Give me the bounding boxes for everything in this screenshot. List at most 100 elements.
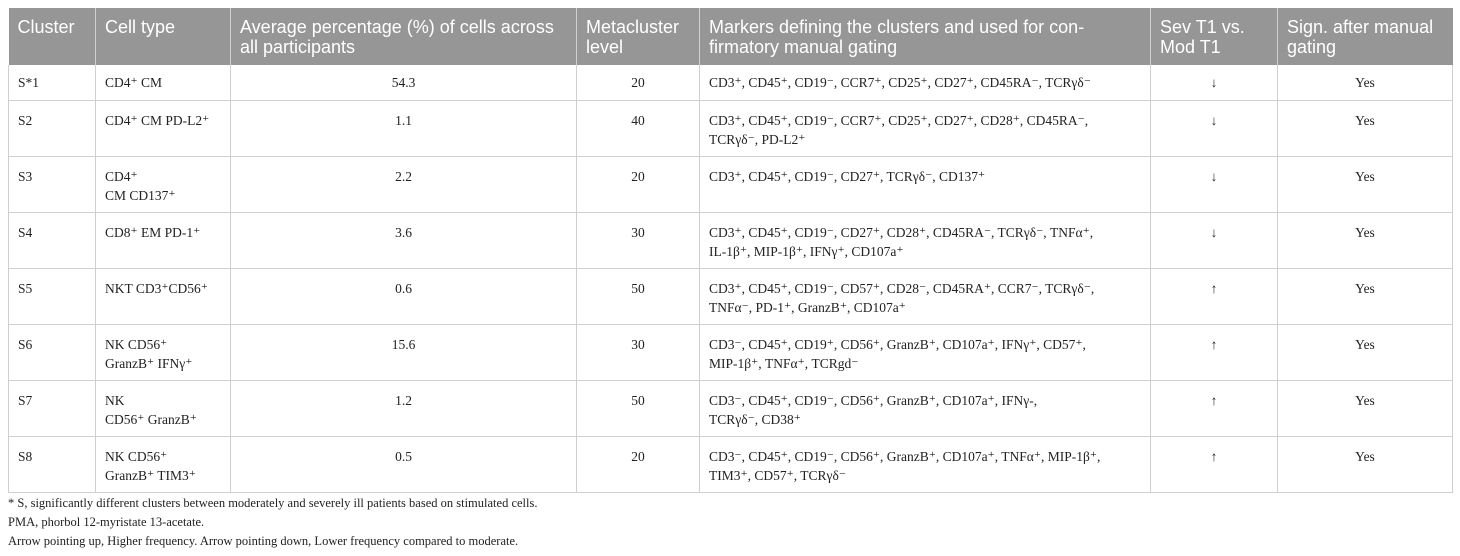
cluster-cell: S3 bbox=[8, 156, 96, 213]
metacluster-level-cell: 20 bbox=[576, 156, 700, 213]
markers-cell-line: CD3⁺, CD45⁺, CD19⁻, CD27⁺, CD28⁺, CD45RA… bbox=[709, 224, 1094, 240]
footnote-significance: * S, significantly different clusters be… bbox=[8, 496, 538, 510]
table-row: S6 NK CD56⁺ GranzB⁺ IFNγ⁺ 15.6 30 CD3⁻, CD45⁺… bbox=[8, 324, 1453, 381]
direction-arrow-cell: ↓ bbox=[1150, 65, 1278, 101]
header-average-percentage: Average percentage (%) of cells across a… bbox=[230, 8, 577, 65]
cell-type-cell: CD8⁺ EM PD-1⁺ bbox=[95, 212, 231, 269]
cell-type-cell: CD4⁺ CM PD-L2⁺ bbox=[95, 100, 231, 157]
cell-type-cell-line: CD8⁺ EM PD-1⁺ bbox=[105, 224, 201, 240]
cluster-cell: S7 bbox=[8, 380, 96, 437]
markers-cell-line: MIP-1β⁺, TNFα⁺, TCRgd⁻ bbox=[709, 355, 859, 371]
header-cell-type: Cell type bbox=[95, 8, 231, 65]
significance-cell: Yes bbox=[1277, 324, 1453, 381]
markers-cell: CD3⁻, CD45⁺, CD19⁻, CD56⁺, GranzB⁺, CD10… bbox=[699, 436, 1151, 493]
significance-cell: Yes bbox=[1277, 212, 1453, 269]
footnote-pma: PMA, phorbol 12-myristate 13-acetate. bbox=[8, 515, 205, 529]
cell-type-cell-line: CD4⁺ bbox=[105, 168, 138, 184]
cluster-cell: S4 bbox=[8, 212, 96, 269]
markers-cell-line: TCRγδ⁻, CD38⁺ bbox=[709, 411, 801, 427]
table-row: S8 NK CD56⁺ GranzB⁺ TIM3⁺ 0.5 20 CD3⁻, CD45⁺,… bbox=[8, 436, 1453, 493]
table-row: S4 CD8⁺ EM PD-1⁺ 3.6 30 CD3⁺, CD45⁺, CD19⁻, … bbox=[8, 212, 1453, 269]
direction-arrow-cell: ↓ bbox=[1150, 100, 1278, 157]
markers-cell-line: TIM3⁺, CD57⁺, TCRγδ⁻ bbox=[709, 467, 846, 483]
metacluster-level-cell: 30 bbox=[576, 212, 700, 269]
markers-cell: CD3⁺, CD45⁺, CD19⁻, CCR7⁺, CD25⁺, CD27⁺,… bbox=[699, 100, 1151, 157]
markers-cell-line: CD3⁻, CD45⁺, CD19⁻, CD56⁺, GranzB⁺, CD10… bbox=[709, 392, 1038, 408]
footnote-arrows: Arrow pointing up, Higher frequency. Arr… bbox=[8, 534, 519, 548]
cell-type-cell-line: NK CD56⁺ bbox=[105, 336, 168, 352]
average-percentage-cell: 15.6 bbox=[230, 324, 577, 381]
cell-type-cell: CD4⁺ CM CD137⁺ bbox=[95, 156, 231, 213]
average-percentage-cell: 3.6 bbox=[230, 212, 577, 269]
cell-type-cell-line: NK bbox=[105, 392, 125, 408]
metacluster-level-cell: 30 bbox=[576, 324, 700, 381]
cell-type-cell-line: GranzB⁺ TIM3⁺ bbox=[105, 467, 196, 483]
significance-cell: Yes bbox=[1277, 268, 1453, 325]
metacluster-level-cell: 20 bbox=[576, 65, 700, 101]
significance-cell: Yes bbox=[1277, 100, 1453, 157]
markers-cell: CD3⁺, CD45⁺, CD19⁻, CD57⁺, CD28⁻, CD45RA… bbox=[699, 268, 1151, 325]
header-significance: Sign. after manual gating bbox=[1277, 8, 1453, 65]
cell-type-cell-line: NKT CD3⁺CD56⁺ bbox=[105, 280, 208, 296]
direction-arrow-cell: ↑ bbox=[1150, 380, 1278, 437]
significance-cell: Yes bbox=[1277, 65, 1453, 101]
cell-type-cell-line: CM CD137⁺ bbox=[105, 187, 176, 203]
direction-arrow-cell: ↑ bbox=[1150, 268, 1278, 325]
markers-cell-line: TCRγδ⁻, PD-L2⁺ bbox=[709, 131, 806, 147]
markers-cell: CD3⁺, CD45⁺, CD19⁻, CCR7⁺, CD25⁺, CD27⁺,… bbox=[699, 65, 1151, 101]
direction-arrow-cell: ↓ bbox=[1150, 156, 1278, 213]
table-row: S3 CD4⁺ CM CD137⁺ 2.2 20 CD3⁺, CD45⁺, CD19⁻, … bbox=[8, 156, 1453, 213]
markers-cell-line: TNFα⁻, PD-1⁺, GranzB⁺, CD107a⁺ bbox=[709, 299, 906, 315]
metacluster-level-cell: 50 bbox=[576, 380, 700, 437]
cell-type-cell: CD4⁺ CM bbox=[95, 65, 231, 101]
metacluster-level-cell: 40 bbox=[576, 100, 700, 157]
cell-type-cell-line: CD56⁺ GranzB⁺ bbox=[105, 411, 197, 427]
markers-cell-line: CD3⁻, CD45⁺, CD19⁺, CD56⁺, GranzB⁺, CD10… bbox=[709, 336, 1086, 352]
markers-cell: CD3⁺, CD45⁺, CD19⁻, CD27⁺, TCRγδ⁻, CD137… bbox=[699, 156, 1151, 213]
direction-arrow-cell: ↑ bbox=[1150, 436, 1278, 493]
header-markers: Markers defining the clusters and used f… bbox=[699, 8, 1151, 65]
cluster-cell: S2 bbox=[8, 100, 96, 157]
cluster-cell: S8 bbox=[8, 436, 96, 493]
significance-cell: Yes bbox=[1277, 156, 1453, 213]
direction-arrow-cell: ↑ bbox=[1150, 324, 1278, 381]
markers-cell-line: CD3⁻, CD45⁺, CD19⁻, CD56⁺, GranzB⁺, CD10… bbox=[709, 448, 1101, 464]
average-percentage-cell: 54.3 bbox=[230, 65, 577, 101]
metacluster-level-cell: 20 bbox=[576, 436, 700, 493]
cell-type-cell: NK CD56⁺ GranzB⁺ bbox=[95, 380, 231, 437]
table-row: S5 NKT CD3⁺CD56⁺ 0.6 50 CD3⁺, CD45⁺, CD19⁻, … bbox=[8, 268, 1453, 325]
markers-cell: CD3⁻, CD45⁺, CD19⁻, CD56⁺, GranzB⁺, CD10… bbox=[699, 380, 1151, 437]
markers-cell-line: CD3⁺, CD45⁺, CD19⁻, CD27⁺, TCRγδ⁻, CD137… bbox=[709, 168, 986, 184]
significance-cell: Yes bbox=[1277, 380, 1453, 437]
cell-type-cell-line: CD4⁺ CM bbox=[105, 75, 163, 90]
table-row: S2 CD4⁺ CM PD-L2⁺ 1.1 40 CD3⁺, CD45⁺, CD19⁻,… bbox=[8, 100, 1453, 157]
markers-cell-line: CD3⁺, CD45⁺, CD19⁻, CCR7⁺, CD25⁺, CD27⁺,… bbox=[709, 112, 1089, 128]
markers-cell: CD3⁺, CD45⁺, CD19⁻, CD27⁺, CD28⁺, CD45RA… bbox=[699, 212, 1151, 269]
markers-cell-line: IL-1β⁺, MIP-1β⁺, IFNγ⁺, CD107a⁺ bbox=[709, 243, 904, 259]
header-metacluster-level: Metacluster level bbox=[576, 8, 700, 65]
average-percentage-cell: 0.5 bbox=[230, 436, 577, 493]
header-sev-vs-mod: Sev T1 vs. Mod T1 bbox=[1150, 8, 1278, 65]
average-percentage-cell: 1.2 bbox=[230, 380, 577, 437]
table-row: S7 NK CD56⁺ GranzB⁺ 1.2 50 CD3⁻, CD45⁺, CD19⁻… bbox=[8, 380, 1453, 437]
average-percentage-cell: 1.1 bbox=[230, 100, 577, 157]
cell-type-cell-line: GranzB⁺ IFNγ⁺ bbox=[105, 355, 193, 371]
table-row: S*1 CD4⁺ CM 54.3 20 CD3⁺, CD45⁺, CD19⁻, CCR7… bbox=[8, 65, 1453, 101]
header-row: Cluster Cell type Average percentage (%)… bbox=[8, 8, 1453, 65]
markers-cell-line: CD3⁺, CD45⁺, CD19⁻, CCR7⁺, CD25⁺, CD27⁺,… bbox=[709, 75, 1091, 90]
average-percentage-cell: 2.2 bbox=[230, 156, 577, 213]
cell-type-cell: NKT CD3⁺CD56⁺ bbox=[95, 268, 231, 325]
cell-type-cell-line: CD4⁺ CM PD-L2⁺ bbox=[105, 112, 210, 128]
footnotes: * S, significantly different clusters be… bbox=[8, 494, 537, 551]
cluster-cell: S6 bbox=[8, 324, 96, 381]
markers-cell-line: CD3⁺, CD45⁺, CD19⁻, CD57⁺, CD28⁻, CD45RA… bbox=[709, 280, 1095, 296]
cluster-cell: S*1 bbox=[8, 65, 96, 101]
cell-type-cell: NK CD56⁺ GranzB⁺ TIM3⁺ bbox=[95, 436, 231, 493]
markers-cell: CD3⁻, CD45⁺, CD19⁺, CD56⁺, GranzB⁺, CD10… bbox=[699, 324, 1151, 381]
metacluster-level-cell: 50 bbox=[576, 268, 700, 325]
direction-arrow-cell: ↓ bbox=[1150, 212, 1278, 269]
cell-type-cell-line: NK CD56⁺ bbox=[105, 448, 168, 464]
cluster-table: Cluster Cell type Average percentage (%)… bbox=[8, 8, 1453, 493]
cluster-cell: S5 bbox=[8, 268, 96, 325]
cell-type-cell: NK CD56⁺ GranzB⁺ IFNγ⁺ bbox=[95, 324, 231, 381]
